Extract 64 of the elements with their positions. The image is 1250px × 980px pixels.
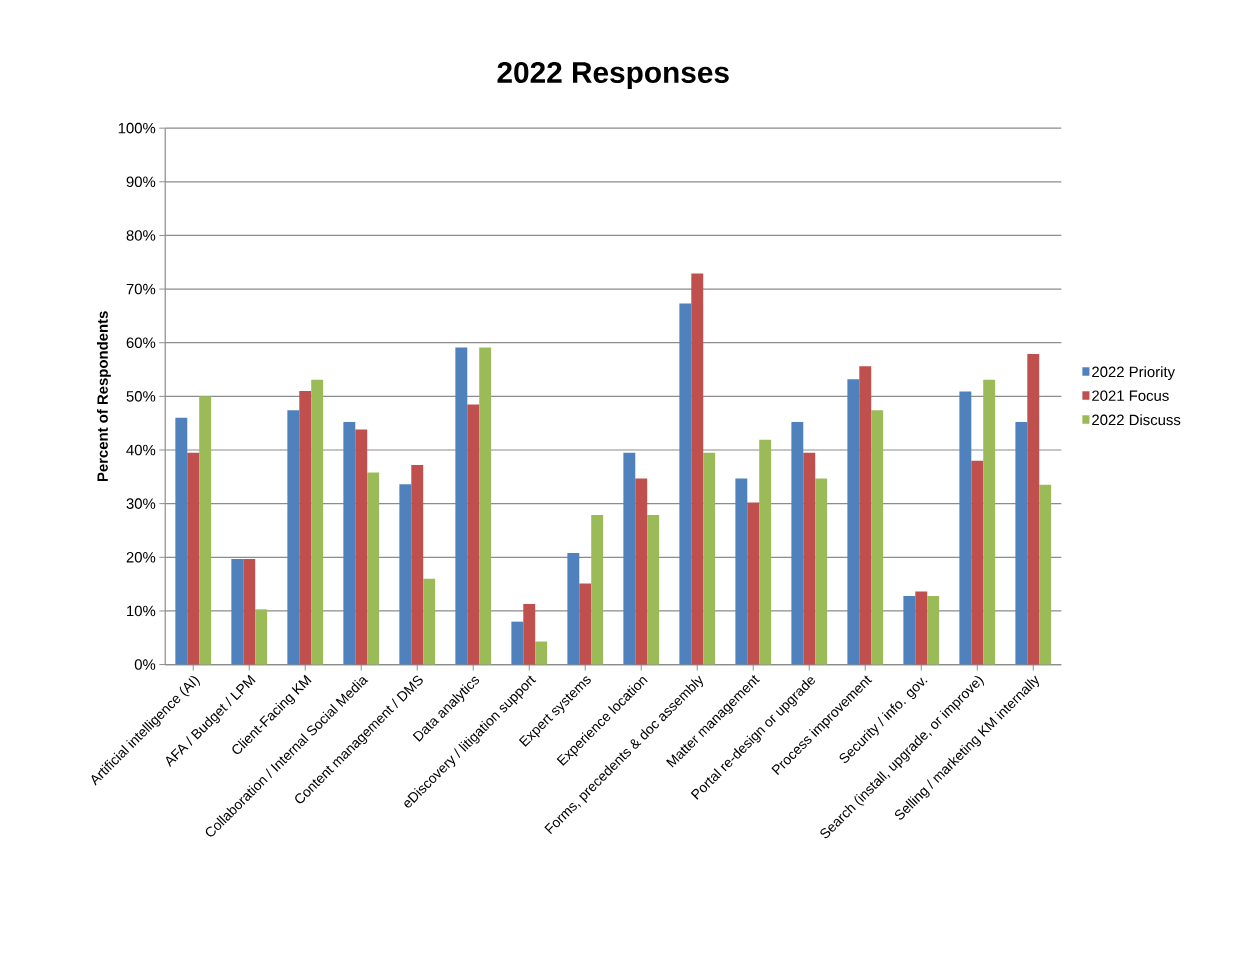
bar	[455, 347, 468, 665]
bar	[647, 514, 660, 665]
bar	[367, 472, 380, 665]
bar	[467, 404, 480, 665]
bar	[703, 452, 716, 665]
bar	[679, 303, 692, 665]
bar	[847, 378, 860, 665]
bar	[255, 609, 268, 665]
bar	[231, 558, 244, 665]
bar	[927, 595, 940, 665]
bar	[175, 417, 188, 665]
bar	[511, 621, 524, 665]
bar	[635, 478, 648, 665]
bar	[859, 366, 872, 665]
bar	[535, 641, 548, 665]
bar	[791, 421, 804, 665]
bar	[903, 595, 916, 665]
y-tick-label: 40%	[126, 444, 156, 456]
bar	[355, 429, 368, 665]
bar	[959, 391, 972, 665]
y-tick-label: 60%	[126, 337, 156, 348]
bar	[735, 478, 748, 665]
bar	[411, 464, 424, 665]
bar	[983, 379, 996, 665]
y-tick-label: 80%	[126, 229, 156, 241]
bar	[187, 452, 200, 665]
y-axis-title: Percent of Respondents	[96, 311, 111, 481]
legend-label: 2022 Discuss	[1092, 414, 1181, 425]
bar	[623, 452, 636, 665]
bar	[915, 591, 928, 665]
y-tick-label: 30%	[126, 498, 156, 509]
y-tick-label: 70%	[126, 283, 156, 295]
bar	[747, 502, 760, 665]
bar	[423, 578, 436, 665]
y-tick-label: 10%	[127, 605, 156, 616]
y-tick-label: 50%	[126, 390, 156, 402]
bar	[523, 603, 536, 665]
bar	[479, 347, 492, 665]
y-tick-label: 90%	[126, 176, 156, 187]
bar	[1039, 484, 1052, 665]
bar	[803, 452, 816, 665]
bar	[591, 514, 604, 665]
bar	[567, 552, 580, 665]
bar	[691, 273, 704, 665]
bar	[299, 390, 312, 665]
y-tick-label: 0%	[134, 659, 156, 670]
bar	[1015, 421, 1028, 665]
bar	[243, 558, 256, 665]
bar	[399, 484, 412, 665]
bar	[287, 410, 300, 665]
bar	[311, 379, 324, 665]
legend-label: 2022 Priority	[1092, 365, 1176, 380]
bar	[971, 460, 984, 665]
chart-title: 2022 Responses	[497, 61, 729, 89]
y-tick-label: 100%	[118, 122, 156, 134]
bar	[199, 396, 212, 665]
bar	[579, 583, 592, 665]
bar	[759, 439, 772, 665]
bar	[815, 478, 828, 665]
bar	[1027, 353, 1040, 665]
legend-label: 2021 Focus	[1092, 390, 1169, 401]
bar	[871, 410, 884, 665]
y-tick-label: 20%	[126, 551, 156, 563]
bar	[343, 421, 356, 665]
